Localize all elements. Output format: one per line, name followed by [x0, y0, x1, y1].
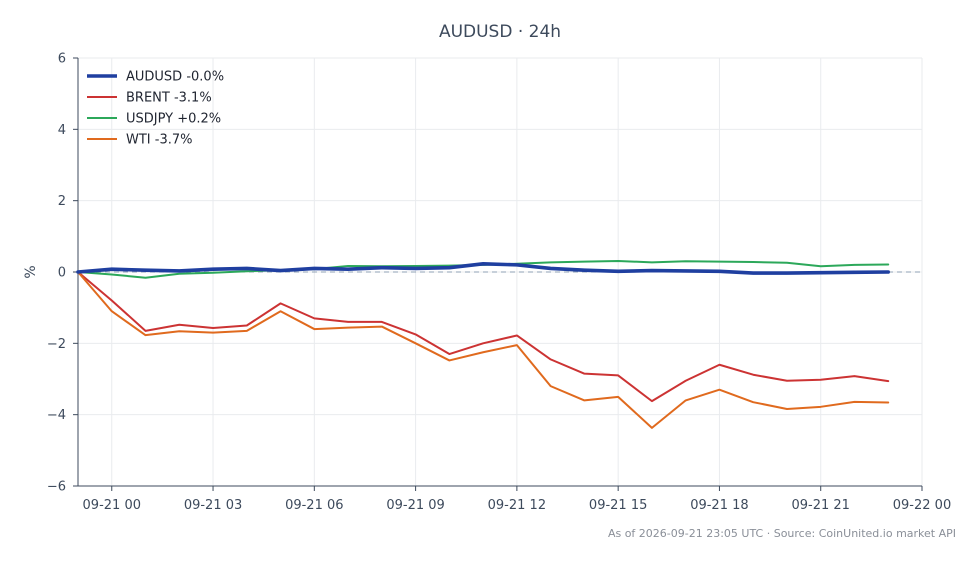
- y-tick-label: 6: [58, 52, 66, 67]
- series-lines: [76, 259, 891, 429]
- y-tick-label: −2: [47, 337, 66, 352]
- y-tick-label: 4: [58, 123, 66, 138]
- x-tick-label: 09-21 12: [488, 498, 546, 513]
- x-tick-label: 09-21 09: [386, 498, 444, 513]
- series-line-wti: [77, 271, 890, 429]
- series-line-audusd: [76, 261, 891, 275]
- y-tick-label: 2: [58, 194, 66, 209]
- x-tick-label: 09-21 06: [285, 498, 343, 513]
- chart-title: AUDUSD · 24h: [439, 22, 561, 42]
- x-tick-label: 09-21 21: [791, 498, 849, 513]
- x-tick-label: 09-21 15: [589, 498, 647, 513]
- series-line-brent: [77, 271, 890, 403]
- legend-label-usdjpy: USDJPY +0.2%: [126, 112, 221, 127]
- x-tick-label: 09-21 03: [184, 498, 242, 513]
- footer-source: As of 2026-09-21 23:05 UTC · Source: Coi…: [608, 527, 956, 540]
- y-tick-label: −4: [47, 408, 66, 423]
- x-tick-label: 09-21 18: [690, 498, 748, 513]
- x-tick-label: 09-21 00: [83, 498, 141, 513]
- legend-label-wti: WTI -3.7%: [126, 133, 192, 148]
- y-tick-label: −6: [47, 480, 66, 495]
- legend-label-brent: BRENT -3.1%: [126, 91, 212, 106]
- y-tick-label: 0: [58, 266, 66, 281]
- legend: AUDUSD -0.0% BRENT -3.1% USDJPY +0.2% WTI -…: [87, 70, 224, 148]
- x-tick-label: 09-22 00: [893, 498, 951, 513]
- axes: −6 −4 −2 0 2 4 6 09-21 00 09-21 03 09-21 06 09-21 …: [47, 52, 951, 514]
- legend-label-audusd: AUDUSD -0.0%: [126, 70, 224, 85]
- y-axis-label: %: [23, 265, 39, 278]
